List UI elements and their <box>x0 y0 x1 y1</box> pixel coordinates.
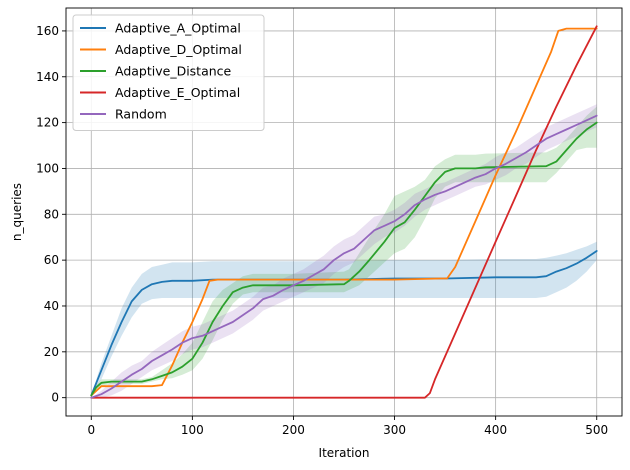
legend-label-adaptive-distance: Adaptive_Distance <box>115 64 232 79</box>
random-line <box>90 114 598 399</box>
y-tick-label: 120 <box>36 116 59 130</box>
legend-label-adaptive-e-optimal: Adaptive_E_Optimal <box>115 85 240 100</box>
confidence-bands <box>91 104 597 398</box>
plot-area: 0 100 200 300 400 500 0 20 40 60 80 100 120 140 160 <box>36 7 623 437</box>
series-lines <box>90 25 598 399</box>
y-tick-label: 80 <box>44 207 59 221</box>
adaptive-d-optimal-line <box>90 27 598 397</box>
legend: Adaptive_A_Optimal Adaptive_D_Optimal Adap… <box>72 14 265 131</box>
legend-box <box>72 14 265 131</box>
y-tick-label: 140 <box>36 70 59 84</box>
x-tick-label: 400 <box>484 423 507 437</box>
grid <box>66 8 622 416</box>
y-tick-label: 160 <box>36 24 59 38</box>
y-tick-label: 20 <box>44 345 59 359</box>
legend-label-adaptive-a-optimal: Adaptive_A_Optimal <box>115 21 241 36</box>
x-tick-label: 200 <box>282 423 305 437</box>
y-tick-label: 0 <box>51 391 59 405</box>
legend-label-random: Random <box>115 107 167 122</box>
adaptive-distance-line <box>90 121 598 397</box>
x-tick-label: 100 <box>181 423 204 437</box>
adaptive-e-optimal-line <box>90 25 598 399</box>
axes-frame <box>65 7 623 417</box>
y-axis-label: n_queries <box>10 183 24 241</box>
random-band <box>91 104 597 398</box>
y-axis-ticks: 0 20 40 60 80 100 120 140 160 <box>36 24 66 405</box>
x-axis-label: Iteration <box>319 446 370 460</box>
x-tick-label: 300 <box>383 423 406 437</box>
adaptive-distance-band <box>91 106 597 396</box>
x-axis-ticks: 0 100 200 300 400 500 <box>87 416 608 437</box>
x-tick-label: 0 <box>87 423 95 437</box>
y-tick-label: 100 <box>36 161 59 175</box>
x-tick-label: 500 <box>585 423 608 437</box>
y-tick-label: 60 <box>44 253 59 267</box>
legend-label-adaptive-d-optimal: Adaptive_D_Optimal <box>115 42 242 57</box>
y-tick-label: 40 <box>44 299 59 313</box>
